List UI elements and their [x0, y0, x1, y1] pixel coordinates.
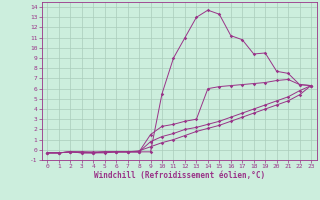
X-axis label: Windchill (Refroidissement éolien,°C): Windchill (Refroidissement éolien,°C) [94, 171, 265, 180]
